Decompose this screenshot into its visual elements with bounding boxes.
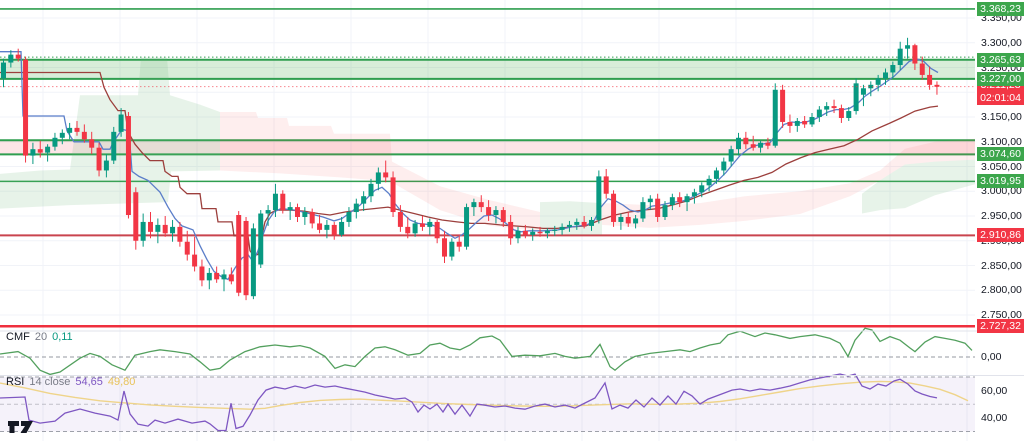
current-price-countdown: 02:01:04: [980, 91, 1021, 104]
tradingview-logo[interactable]: [7, 417, 34, 437]
price-level-badge: 3.265,63: [977, 52, 1024, 67]
rsi-label[interactable]: RSI: [6, 376, 25, 388]
price-tick-label: 3.100,00: [981, 135, 1022, 148]
price-level-badge: 2.910,86: [977, 228, 1024, 243]
candles-layer: [1, 37, 940, 301]
rsi-indicator-title[interactable]: RSI 14 close 54,65 49,80: [6, 376, 140, 388]
price-level-badge: 3.368,23: [977, 1, 1024, 16]
rsi-tick-label: 60,00: [981, 384, 1008, 397]
price-tick-label: 2.850,00: [981, 259, 1022, 272]
price-tick-label: 3.300,00: [981, 36, 1022, 49]
price-tick-label: 2.950,00: [981, 210, 1022, 222]
rsi-ma-value: 49,80: [107, 376, 136, 388]
rsi-param: 14 close: [29, 376, 71, 388]
cmf-pane-layer: [0, 327, 975, 376]
rsi-tick-label: 40,00: [981, 411, 1008, 424]
cmf-value: 0,11: [52, 331, 73, 343]
price-tick-label: 2.750,00: [981, 309, 1022, 321]
price-level-badge: 3.074,60: [977, 147, 1024, 162]
cmf-param: 20: [34, 331, 48, 343]
price-level-badge: 3.019,95: [977, 174, 1024, 189]
rsi-value: 54,65: [75, 376, 103, 388]
cmf-indicator-title[interactable]: CMF 20 0,11: [6, 331, 78, 343]
price-level-badge: 3.227,00: [977, 71, 1024, 86]
price-tick-label: 3.050,00: [981, 160, 1022, 173]
grid-layer: [0, 0, 975, 441]
price-tick-label: 2.800,00: [981, 284, 1022, 297]
cmf-tick-label: 0,00: [981, 351, 1002, 363]
price-level-badge: 2.727,32: [977, 319, 1024, 334]
rsi-pane-layer: [0, 373, 975, 432]
price-tick-label: 3.150,00: [981, 111, 1022, 123]
cmf-label[interactable]: CMF: [6, 331, 30, 343]
